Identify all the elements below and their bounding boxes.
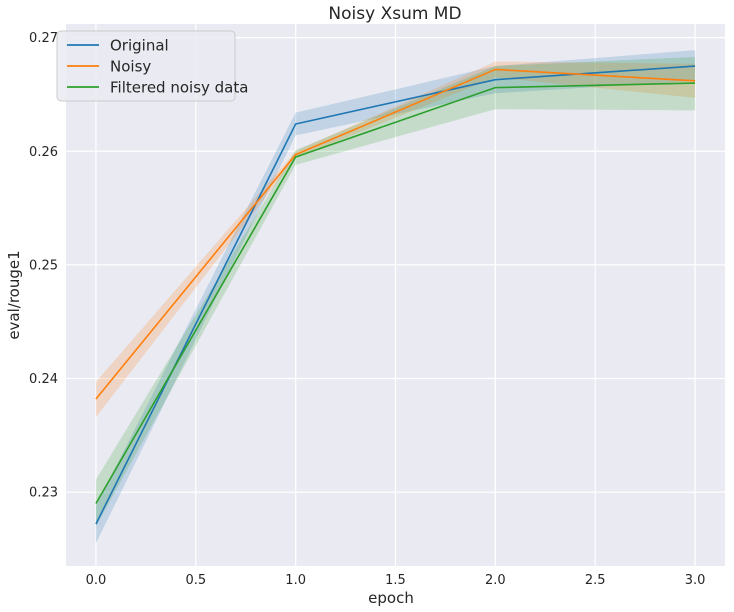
x-tick-label: 3.0 [685, 573, 706, 588]
band-filtered-noisy-data [95, 56, 696, 527]
x-tick-label: 1.0 [285, 573, 306, 588]
x-axis-label: epoch [368, 589, 414, 607]
x-tick-label: 0.0 [86, 573, 107, 588]
series-line-original [95, 65, 696, 525]
legend-label: Filtered noisy data [110, 79, 248, 97]
y-tick-labels: 0.23 0.24 0.25 0.26 0.27 [29, 31, 58, 501]
legend-box [56, 30, 236, 102]
legend-label: Original [110, 37, 169, 55]
chart-title: Noisy Xsum MD [328, 4, 461, 24]
y-tick-label: 0.23 [29, 486, 58, 501]
y-tick-label: 0.25 [29, 258, 58, 273]
x-tick-label: 0.5 [185, 573, 206, 588]
legend-label: Noisy [110, 58, 151, 76]
y-tick-label: 0.27 [29, 31, 58, 46]
y-axis-label: eval/rouge1 [5, 250, 23, 339]
grid [66, 24, 725, 566]
x-tick-label: 2.5 [585, 573, 606, 588]
series-line-filtered-noisy-data [95, 82, 696, 504]
series-lines [95, 65, 696, 525]
y-tick-label: 0.26 [29, 145, 58, 160]
x-tick-label: 2.0 [485, 573, 506, 588]
series-line-noisy [95, 68, 696, 400]
legend: Original Noisy Filtered noisy data [56, 30, 248, 102]
y-tick-label: 0.24 [29, 372, 58, 387]
x-tick-labels: 0.0 0.5 1.0 1.5 2.0 2.5 3.0 [86, 573, 706, 588]
x-tick-label: 1.5 [385, 573, 406, 588]
